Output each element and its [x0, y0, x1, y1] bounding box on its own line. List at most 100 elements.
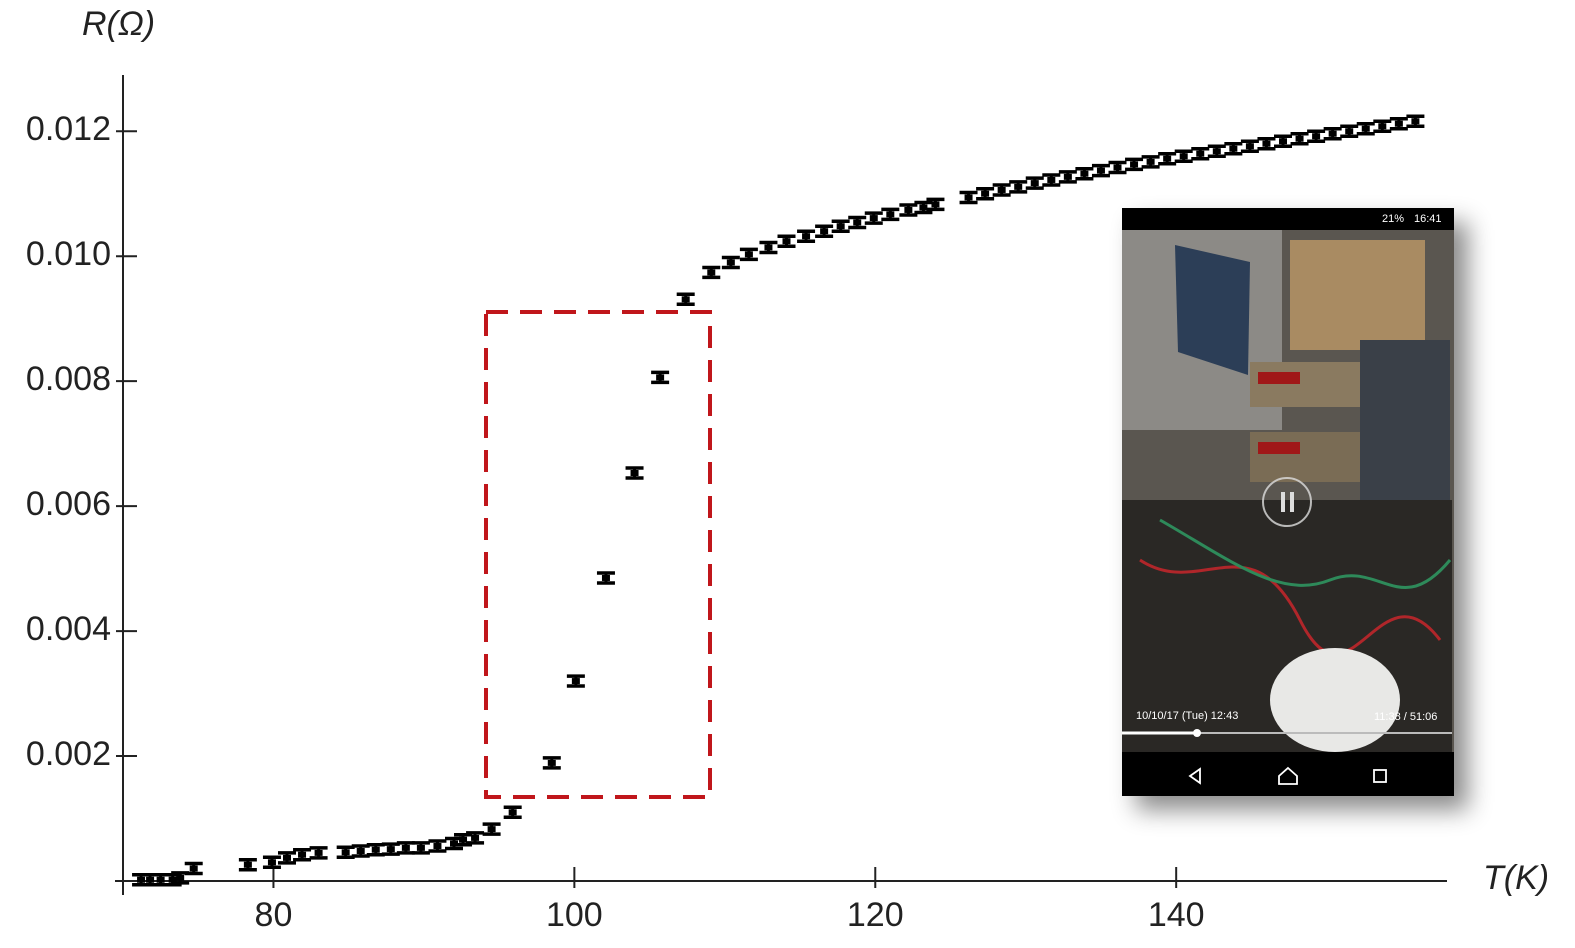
error-bar-point: [926, 199, 944, 209]
point: [1047, 177, 1055, 183]
point: [387, 846, 395, 852]
status-bar: [1122, 208, 1454, 230]
point: [656, 374, 664, 380]
y-tick-label: 0.006: [26, 485, 111, 523]
error-bar-point: [1009, 182, 1027, 192]
error-bar-point: [1390, 119, 1408, 129]
photo-shelf: [1290, 240, 1425, 350]
y-axis-label: R(Ω): [82, 5, 155, 43]
point: [837, 223, 845, 229]
clock: 16:41: [1414, 213, 1442, 225]
error-bar-point: [1175, 151, 1193, 161]
point: [459, 837, 467, 843]
point: [244, 862, 252, 868]
error-bar-point: [1274, 136, 1292, 146]
point: [931, 201, 939, 207]
point: [764, 244, 772, 250]
point: [904, 207, 912, 213]
point: [509, 809, 517, 815]
point: [1411, 118, 1419, 124]
point: [1180, 153, 1188, 159]
video-time: 11:38 / 51:06: [1374, 711, 1437, 723]
error-bar-point: [597, 573, 615, 583]
error-bar-point: [797, 231, 815, 241]
point: [1262, 141, 1270, 147]
error-bar-point: [1109, 162, 1127, 172]
error-bar-point: [1208, 146, 1226, 156]
point: [402, 845, 410, 851]
point: [1014, 184, 1022, 190]
y-tick-label: 0.008: [26, 360, 111, 398]
x-tick-label: 140: [1148, 896, 1205, 934]
point: [1279, 138, 1287, 144]
error-bar-point: [310, 848, 328, 858]
point: [146, 877, 154, 883]
x-tick-label: 120: [847, 896, 904, 934]
error-bar-point: [832, 221, 850, 231]
point: [1196, 151, 1204, 157]
point: [1097, 168, 1105, 174]
point: [157, 877, 165, 883]
error-bar-point: [1357, 124, 1375, 134]
point: [1031, 180, 1039, 186]
phone-inset: 21% 16:41 10/10/17 (Tue) 12:43 11:38 / 5…: [1122, 208, 1454, 796]
battery-level: 21%: [1382, 213, 1404, 225]
error-bar-point: [848, 217, 866, 227]
y-tick-label: 0.002: [26, 735, 111, 773]
error-bar-point: [702, 267, 720, 277]
pause-icon-bar: [1290, 492, 1294, 512]
point: [1130, 161, 1138, 167]
photo-display: [1258, 372, 1300, 384]
point: [190, 866, 198, 872]
point: [572, 678, 580, 684]
point: [886, 211, 894, 217]
error-bar-point: [881, 209, 899, 219]
error-bar-point: [740, 249, 758, 259]
point: [707, 269, 715, 275]
error-bar-point: [567, 676, 585, 686]
point: [602, 575, 610, 581]
point: [820, 228, 828, 234]
point: [488, 826, 496, 832]
point: [1395, 121, 1403, 127]
point: [315, 850, 323, 856]
error-bar-point: [1092, 166, 1110, 176]
point: [1362, 126, 1370, 132]
point: [727, 259, 735, 265]
error-bar-point: [239, 860, 257, 870]
y-tick-label: 0.010: [26, 235, 111, 273]
seek-handle[interactable]: [1193, 729, 1201, 737]
point: [870, 215, 878, 221]
error-bar-point: [865, 213, 883, 223]
error-bar-point: [504, 807, 522, 817]
error-bar-point: [1026, 178, 1044, 188]
photo-display: [1258, 442, 1300, 454]
point: [998, 187, 1006, 193]
error-bar-point: [759, 242, 777, 252]
point: [965, 194, 973, 200]
error-bar-point: [1075, 169, 1093, 179]
x-axis-label: T(K): [1483, 859, 1549, 897]
error-bar-point: [1307, 131, 1325, 141]
point: [783, 238, 791, 244]
pause-icon-bar: [1281, 492, 1285, 512]
point: [417, 845, 425, 851]
point: [298, 852, 306, 858]
point: [372, 847, 380, 853]
point: [283, 855, 291, 861]
point: [1229, 146, 1237, 152]
error-bar-point: [722, 257, 740, 267]
chart: R(Ω) T(K) 0.0020.0040.0060.0080.0100.012…: [0, 0, 1575, 943]
highlight-box: [486, 312, 710, 797]
photo-instrument: [1250, 432, 1362, 482]
point: [802, 233, 810, 239]
error-bar-point: [1340, 126, 1358, 136]
error-bar-point: [412, 843, 430, 853]
error-bar-point: [185, 864, 203, 874]
error-bar-point: [1291, 134, 1309, 144]
error-bar-point: [293, 850, 311, 860]
error-bar-point: [1406, 116, 1424, 126]
point: [137, 877, 145, 883]
point: [1246, 143, 1254, 149]
error-bar-point: [466, 833, 484, 843]
